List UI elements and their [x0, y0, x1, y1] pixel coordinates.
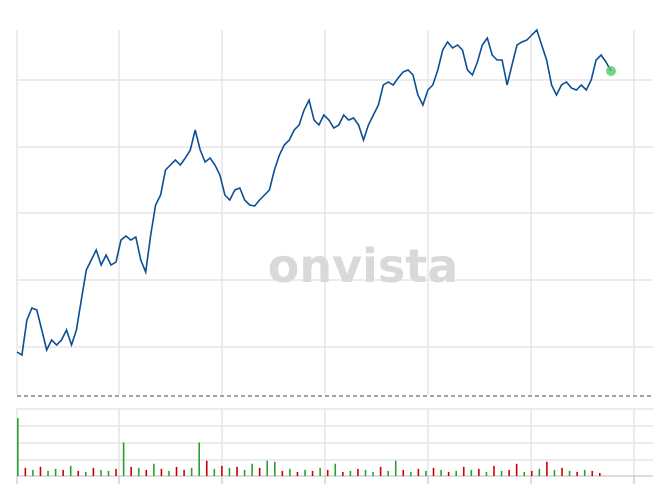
volume-bar — [425, 470, 427, 476]
volume-bar — [500, 470, 503, 476]
volume-bar — [402, 469, 405, 476]
volume-bar — [493, 465, 495, 476]
volume-bar — [546, 461, 548, 476]
volume-bar — [62, 469, 64, 476]
volume-bar — [508, 469, 510, 476]
volume-bar — [326, 469, 329, 476]
volume-bar — [599, 472, 601, 476]
watermark: onvista — [268, 239, 459, 293]
volume-bar — [54, 468, 57, 476]
volume-bar — [175, 466, 178, 476]
volume-bar — [168, 470, 170, 476]
volume-bar — [334, 463, 337, 476]
volume-bar — [17, 418, 19, 476]
volume-bar — [24, 467, 27, 476]
volume-bar — [100, 469, 102, 476]
volume-bar — [266, 460, 269, 476]
last-point — [606, 66, 616, 76]
volume-bar — [258, 467, 261, 476]
volume-bar — [130, 466, 132, 476]
volume-bar — [530, 470, 533, 476]
volume-bar — [205, 460, 208, 476]
volume-bar — [137, 467, 140, 476]
volume-bar — [538, 468, 541, 476]
volume-bar — [107, 470, 110, 476]
volume-bar — [273, 461, 276, 476]
volume-bar — [160, 468, 163, 476]
volume-bar — [213, 468, 216, 476]
volume-bar — [243, 469, 246, 476]
volume-bar — [364, 469, 367, 476]
volume-bar — [311, 470, 314, 476]
volume-bar — [342, 471, 344, 476]
volume-bar — [576, 471, 578, 476]
volume-bar — [591, 470, 594, 476]
volume-bar — [387, 470, 389, 476]
volume-bar — [183, 469, 185, 476]
volume-bar — [115, 468, 117, 476]
volume-bar — [357, 468, 359, 476]
volume-bar — [394, 460, 397, 476]
volume-bar — [379, 466, 382, 476]
volume-bar — [85, 471, 87, 476]
volume-bar — [583, 469, 586, 476]
volume-bar — [228, 467, 231, 476]
volume-bar — [447, 471, 450, 476]
volume-bar — [455, 470, 457, 476]
volume-bar — [470, 469, 473, 476]
volume-bar — [32, 469, 34, 476]
volume-bar — [553, 469, 556, 476]
volume-bar — [281, 470, 284, 476]
volume-bar — [145, 469, 148, 476]
volume-bar — [122, 442, 125, 476]
volume-bar — [198, 442, 201, 476]
volume-bar — [69, 465, 72, 476]
volume-bar — [289, 468, 291, 476]
volume-bar — [236, 466, 238, 476]
volume-bar — [77, 470, 80, 476]
volume-bar — [39, 466, 42, 476]
volume-bar — [523, 471, 526, 476]
volume-bar — [485, 471, 488, 476]
volume-bar — [561, 467, 563, 476]
volume-bar — [372, 471, 374, 476]
volume-bar — [568, 470, 571, 476]
volume-bar — [190, 467, 193, 476]
volume-bar — [440, 469, 442, 476]
volume-bar — [417, 468, 420, 476]
volume-bar — [251, 463, 253, 476]
volume-bar — [432, 467, 435, 476]
volume-bar — [410, 471, 412, 476]
volume-bar — [221, 465, 223, 476]
volume-bar — [47, 470, 49, 476]
volume-bar — [153, 463, 155, 476]
volume-bar — [462, 466, 465, 476]
volume-bar — [296, 471, 299, 476]
volume-bar — [515, 463, 518, 476]
volume-bar — [304, 469, 306, 476]
volume-bar — [92, 467, 95, 476]
price-line — [16, 28, 612, 357]
volume-bar — [349, 470, 352, 476]
volume-bar — [319, 467, 321, 476]
volume-bar — [478, 468, 480, 476]
